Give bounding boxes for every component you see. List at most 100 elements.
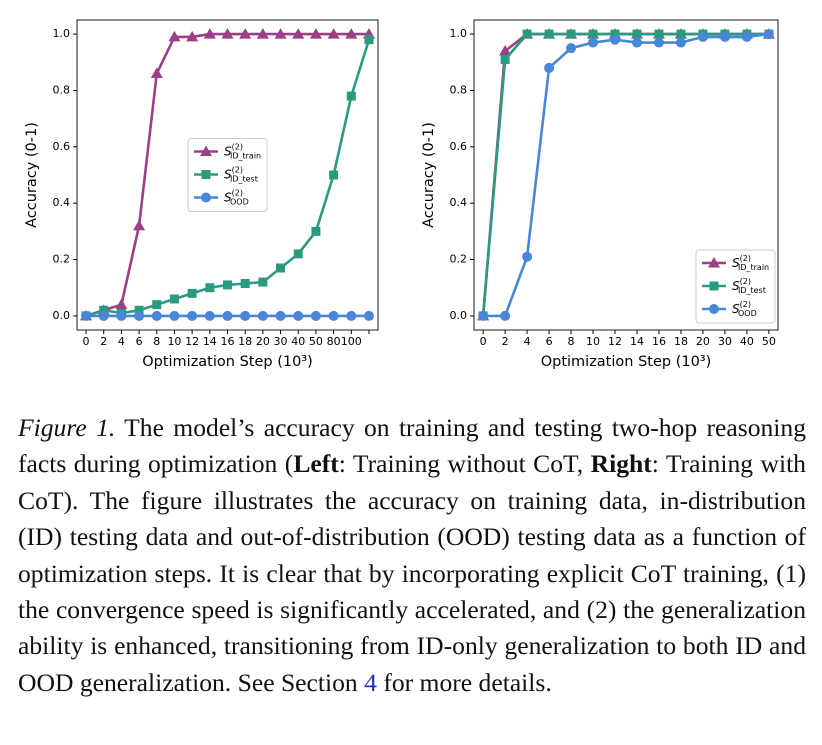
marker xyxy=(152,300,162,310)
x-tick-label: 20 xyxy=(696,335,710,348)
x-tick-label: 40 xyxy=(291,335,305,348)
y-tick-label: 0.0 xyxy=(53,309,71,322)
marker xyxy=(150,67,163,79)
marker xyxy=(544,29,554,39)
marker xyxy=(222,310,233,321)
marker xyxy=(566,29,576,39)
legend-sub: ID_test xyxy=(738,286,766,295)
y-tick-label: 0.8 xyxy=(53,83,71,96)
x-tick-label: 4 xyxy=(524,335,531,348)
x-tick-label: 0 xyxy=(480,335,487,348)
marker xyxy=(99,305,109,315)
x-tick-label: 14 xyxy=(203,335,217,348)
x-tick-label: 6 xyxy=(136,335,143,348)
marker xyxy=(345,28,358,39)
marker xyxy=(309,28,322,39)
marker xyxy=(240,310,251,321)
legend-sub: ID_train xyxy=(738,263,769,272)
x-tick-label: 10 xyxy=(586,335,600,348)
marker xyxy=(632,29,642,39)
x-tick-label: 18 xyxy=(238,335,252,348)
marker xyxy=(499,45,512,56)
y-tick-label: 0.8 xyxy=(450,83,468,96)
x-tick-label: 14 xyxy=(630,335,644,348)
marker xyxy=(258,277,268,287)
marker xyxy=(201,170,211,179)
marker xyxy=(240,279,250,288)
marker xyxy=(741,31,752,42)
y-tick-label: 0.0 xyxy=(450,309,468,322)
legend-sub: OOD xyxy=(230,197,249,206)
marker xyxy=(257,310,268,321)
legend-label: S(2) ID_train xyxy=(224,142,261,160)
marker xyxy=(697,31,708,42)
plot-frame xyxy=(473,19,779,331)
marker xyxy=(719,31,730,42)
legend-sup: (2) xyxy=(232,142,243,151)
marker xyxy=(500,54,510,64)
marker xyxy=(708,257,720,268)
legend-sub: ID_test xyxy=(230,174,258,183)
x-tick-label: 8 xyxy=(568,335,575,348)
caption-run: Figure 1. xyxy=(18,413,116,442)
y-axis-label: Accuracy (0-1) xyxy=(421,122,437,228)
marker xyxy=(709,304,719,314)
marker xyxy=(653,37,664,48)
legend-label: S(2) ID_train xyxy=(732,254,769,272)
legend-name: S xyxy=(732,302,740,316)
legend-sub: ID_train xyxy=(230,151,261,160)
caption-run: Left xyxy=(293,449,339,479)
marker xyxy=(116,310,127,321)
marker xyxy=(610,29,620,39)
marker xyxy=(223,280,232,290)
x-axis-label: Optimization Step (10³) xyxy=(142,354,313,370)
marker xyxy=(522,29,532,39)
marker xyxy=(205,283,215,293)
marker xyxy=(186,30,199,42)
figure: 0.00.20.40.60.81.00 2 4 6 8 10 12 14 16 18 20 30 40 5… xyxy=(24,19,779,370)
legend-name: S xyxy=(224,190,232,204)
x-tick-label: 30 xyxy=(274,335,288,348)
y-tick-label: 0.2 xyxy=(450,253,468,266)
marker xyxy=(364,35,374,45)
caption-run: Right xyxy=(590,449,652,479)
marker xyxy=(168,30,181,42)
caption-run[interactable]: 4 xyxy=(364,667,377,697)
marker xyxy=(200,145,212,156)
marker xyxy=(115,298,128,310)
marker xyxy=(293,310,304,321)
y-tick-label: 0.4 xyxy=(53,196,71,209)
marker xyxy=(588,29,598,39)
marker xyxy=(239,28,252,39)
marker xyxy=(134,310,145,321)
marker xyxy=(311,226,321,236)
x-tick-label: 2 xyxy=(100,335,107,348)
legend-sub: OOD xyxy=(738,309,757,318)
y-tick-label: 0.6 xyxy=(450,140,468,153)
marker xyxy=(203,28,216,39)
legend-label: S(2) ID_test xyxy=(732,277,766,295)
marker xyxy=(204,310,215,321)
x-tick-label: 2 xyxy=(502,335,509,348)
marker xyxy=(675,37,686,48)
marker xyxy=(151,310,162,321)
legend-sup: (2) xyxy=(740,254,751,263)
marker xyxy=(133,219,146,231)
y-tick-label: 0.2 xyxy=(53,253,71,266)
x-tick-label: 4 xyxy=(118,335,125,348)
legend-label: S(2) OOD xyxy=(224,188,249,206)
legend-name: S xyxy=(732,256,740,270)
legend-sup: (2) xyxy=(232,188,243,197)
marker xyxy=(81,310,92,321)
y-tick-label: 0.4 xyxy=(450,196,468,209)
marker xyxy=(566,43,577,54)
caption-run: for more details. xyxy=(376,667,552,697)
marker xyxy=(328,310,339,321)
marker xyxy=(292,28,305,39)
caption-run: The model’s accuracy on training and tes… xyxy=(18,413,806,479)
x-tick-label: 100 xyxy=(341,335,362,348)
legend-label: S(2) ID_test xyxy=(224,165,258,183)
x-tick-label: 16 xyxy=(652,335,666,348)
marker xyxy=(201,192,211,203)
